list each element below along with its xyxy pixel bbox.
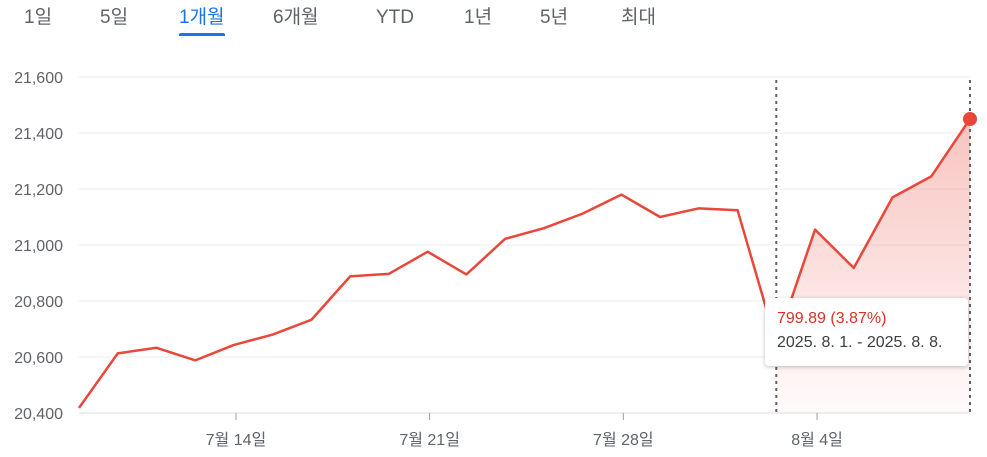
x-tick-label: 8월 4일 xyxy=(791,431,843,449)
tab-max[interactable]: 최대 xyxy=(619,4,658,34)
y-tick-label: 21,600 xyxy=(14,70,63,87)
tooltip-date-range: 2025. 8. 1. - 2025. 8. 8. xyxy=(777,334,943,351)
tab-label: YTD xyxy=(376,7,414,28)
x-tick-label: 7월 21일 xyxy=(399,431,460,449)
tab-1y[interactable]: 1년 xyxy=(462,4,494,34)
y-tick-label: 20,600 xyxy=(14,350,63,367)
tab-underline xyxy=(179,33,225,36)
tab-label: 5일 xyxy=(100,7,129,28)
price-line xyxy=(77,118,972,409)
tab-ytd[interactable]: YTD xyxy=(374,4,416,34)
x-tick-label: 7월 28일 xyxy=(593,431,654,449)
tooltip-change: 799.89 (3.87%) xyxy=(777,310,887,327)
tab-label: 1년 xyxy=(464,7,493,28)
range-tabs: 1일 5일 1개월 6개월 YTD 1년 5년 최대 xyxy=(0,0,987,40)
tab-6m[interactable]: 6개월 xyxy=(271,4,321,34)
tab-label: 5년 xyxy=(540,7,569,28)
y-tick-label: 20,800 xyxy=(14,294,63,311)
tab-1m[interactable]: 1개월 xyxy=(177,4,227,36)
y-tick-label: 20,400 xyxy=(14,406,63,423)
tab-label: 최대 xyxy=(621,7,656,28)
tab-5y[interactable]: 5년 xyxy=(538,4,570,34)
y-tick-label: 21,400 xyxy=(14,126,63,143)
endpoint-marker xyxy=(963,112,977,126)
selection-tooltip: 799.89 (3.87%) 2025. 8. 1. - 2025. 8. 8. xyxy=(765,298,968,366)
tab-label: 1일 xyxy=(24,7,53,28)
x-tick-label: 7월 14일 xyxy=(206,431,267,449)
tab-label: 1개월 xyxy=(179,7,225,28)
tab-5d[interactable]: 5일 xyxy=(98,4,130,34)
y-tick-label: 21,000 xyxy=(14,238,63,255)
tab-label: 6개월 xyxy=(273,7,319,28)
tab-1d[interactable]: 1일 xyxy=(22,4,54,34)
y-tick-label: 21,200 xyxy=(14,182,63,199)
